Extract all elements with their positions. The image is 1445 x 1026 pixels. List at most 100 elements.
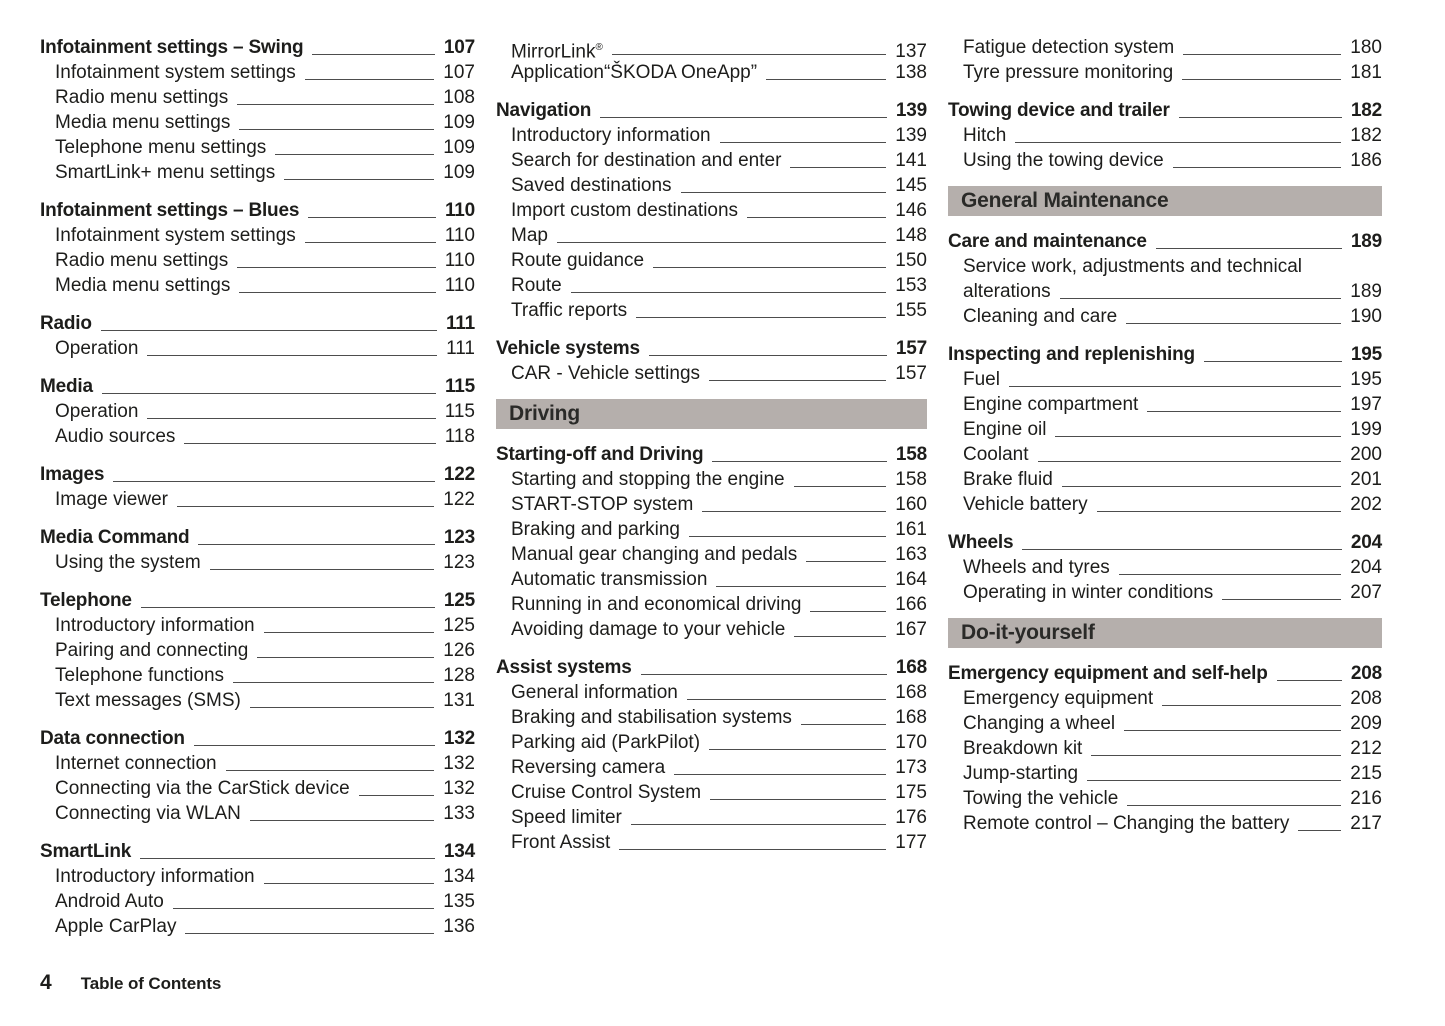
toc-entry-label: Reversing camera [511,757,666,778]
leader-line [1172,167,1342,168]
toc-entry-page-number: 135 [443,891,475,912]
toc-group-title: Media 115 [40,374,475,399]
toc-entry-page-number: 122 [443,489,475,510]
toc-group-title: Care and maintenance 189 [948,229,1382,254]
toc-group: Radio 111 Operation 111 [40,311,475,361]
toc-entry: Parking aid (ParkPilot) 170 [496,730,927,755]
toc-entry: Cruise Control System 175 [496,780,927,805]
toc-entry-page-number: 115 [444,401,475,422]
toc-entry-page-number: 134 [443,866,475,887]
toc-group: Telephone 125 Introductory information 125 P… [40,588,475,713]
toc-group: Data connection 132 Internet connection 132… [40,726,475,826]
toc-entry-label: Breakdown kit [963,738,1083,759]
toc-group: Vehicle systems 157 CAR - Vehicle settings… [496,336,927,386]
toc-entry: Hitch 182 [948,123,1382,148]
toc-entry: Engine oil 199 [948,417,1382,442]
toc-entry-page-number: 123 [443,527,475,548]
toc-entry-page-number: 110 [444,200,475,221]
leader-line [636,317,887,318]
leader-line [1203,361,1342,362]
toc-entry-page-number: 109 [443,162,475,183]
toc-entry: Route 153 [496,273,927,298]
leader-line [630,824,887,825]
toc-entry: Saved destinations 145 [496,173,927,198]
toc-entry-page-number: 141 [895,150,927,171]
toc-group: Navigation 139 Introductory information 139… [496,98,927,323]
leader-line [257,657,435,658]
toc-entry-label: Media [40,376,93,397]
leader-line [790,167,887,168]
toc-entry: Route guidance 150 [496,248,927,273]
toc-entry-label: Image viewer [55,489,168,510]
toc-entry-label: Avoiding damage to your vehicle [511,619,786,640]
leader-line [1091,755,1342,756]
toc-entry-page-number: 207 [1350,582,1382,603]
toc-entry: Connecting via WLAN 133 [40,801,475,826]
toc-group-title: Telephone 125 [40,588,475,613]
toc-entry: Operation 115 [40,399,475,424]
toc-entry-page-number: 136 [443,916,475,937]
toc-entry-label: Front Assist [511,832,611,853]
leader-line [1059,298,1342,299]
toc-entry-page-number: 110 [444,225,475,246]
toc-entry-page-number: 186 [1350,150,1382,171]
toc-group: Infotainment settings – Blues 110 Infotain… [40,198,475,298]
toc-entry-page-number: 155 [895,300,927,321]
toc-entry-label: Navigation [496,100,592,121]
leader-line [810,611,887,612]
toc-entry: Cleaning and care 190 [948,304,1382,329]
toc-entry-page-number: 132 [443,778,475,799]
leader-line [1298,830,1342,831]
toc-entry-label: Using the system [55,552,201,573]
toc-entry: Manual gear changing and pedals 163 [496,542,927,567]
toc-entry-page-number: 125 [443,590,475,611]
leader-line [800,724,887,725]
toc-entry-label: Coolant [963,444,1029,465]
toc-group-title: Assist systems 168 [496,655,927,680]
leader-line [1222,599,1342,600]
toc-entry-page-number: 197 [1350,394,1382,415]
leader-line [794,636,887,637]
toc-entry-page-number: 107 [443,37,475,58]
toc-group-title: Navigation 139 [496,98,927,123]
leader-line [766,79,887,80]
toc-entry-label: Media menu settings [55,112,231,133]
toc-group: Towing device and trailer 182 Hitch 182 Usin… [948,98,1382,173]
toc-entry-label: Starting-off and Driving [496,444,704,465]
toc-group-title: SmartLink 134 [40,839,475,864]
leader-line [193,745,435,746]
toc-entry-page-number: 166 [895,594,927,615]
leader-line [172,908,435,909]
toc-entry-label: Fatigue detection system [963,37,1175,58]
toc-entry-page-number: 158 [895,469,927,490]
toc-entry-label: Cruise Control System [511,782,702,803]
toc-entry-page-number: 208 [1350,688,1382,709]
toc-entry-label: Wheels [948,532,1014,553]
toc-entry-label: Cleaning and care [963,306,1118,327]
toc-entry-label: Text messages (SMS) [55,690,241,711]
toc-entry-label: Hitch [963,125,1007,146]
toc-entry: Pairing and connecting 126 [40,638,475,663]
toc-entry: Automatic transmission 164 [496,567,927,592]
toc-entry-page-number: 145 [895,175,927,196]
toc-entry: Speed limiter 176 [496,805,927,830]
leader-line [680,192,887,193]
toc-entry-page-number: 157 [895,363,927,384]
toc-entry-label: Infotainment system settings [55,62,296,83]
page-footer: 4 Table of Contents [40,971,221,995]
toc-group: Starting-off and Driving 158 Starting and … [496,442,927,642]
toc-entry: alterations 189 [948,279,1382,304]
leader-line [1061,486,1342,487]
toc-entry-label: Audio sources [55,426,176,447]
toc-entry-page-number: 168 [895,657,927,678]
toc-entry: Breakdown kit 212 [948,736,1382,761]
toc-entry-label: Braking and parking [511,519,680,540]
toc-entry-label: Jump-starting [963,763,1079,784]
toc-entry-page-number: 107 [443,62,475,83]
toc-entry-page-number: 161 [895,519,927,540]
leader-line [716,586,887,587]
toc-entry-page-number: 195 [1350,344,1382,365]
leader-line [686,699,887,700]
leader-line [793,486,887,487]
leader-line [284,179,435,180]
